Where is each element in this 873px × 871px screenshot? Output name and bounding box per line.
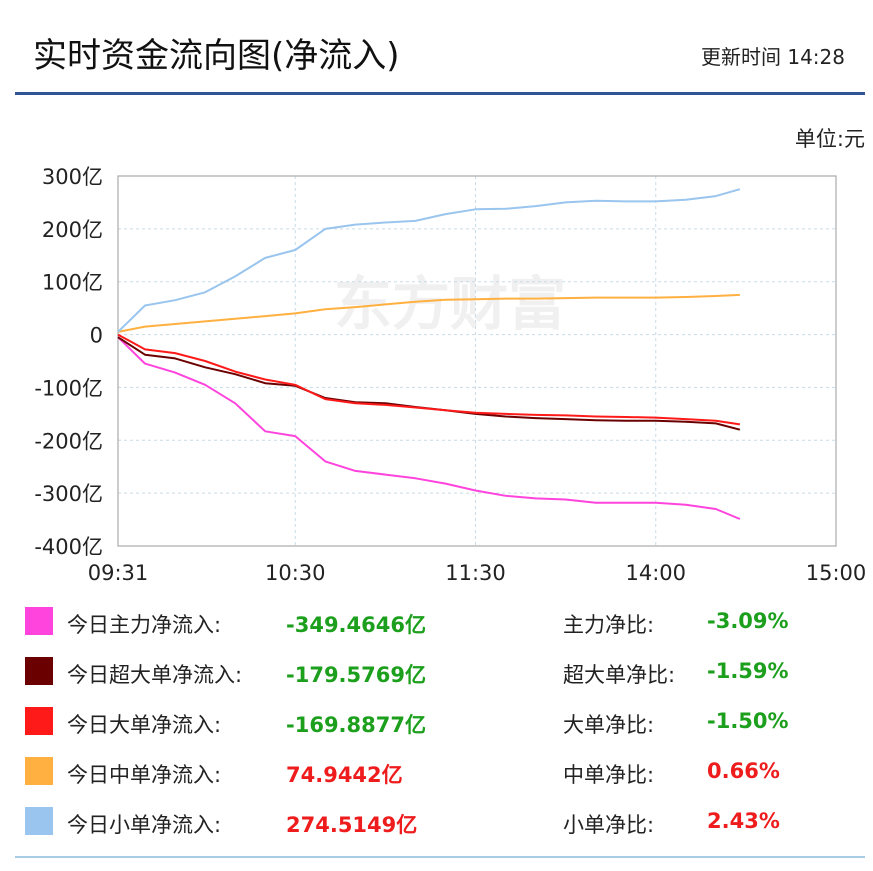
y-tick-label: 100亿 <box>42 271 103 295</box>
legend-value: -169.8877亿 <box>286 713 426 737</box>
ratio-label: 小单净比: <box>563 813 655 837</box>
y-tick-label: 0 <box>90 324 103 348</box>
x-tick-label: 14:00 <box>625 561 686 585</box>
y-tick-label: -200亿 <box>34 429 103 453</box>
y-tick-label: -300亿 <box>34 482 103 506</box>
series-line-主力 <box>117 336 741 520</box>
legend-swatch <box>25 657 53 685</box>
ratio-label: 超大单净比: <box>563 663 676 687</box>
ratio-label: 中单净比: <box>563 763 655 787</box>
ratio-label: 大单净比: <box>563 713 655 737</box>
watermark: 东方财富 <box>334 270 566 338</box>
fund-flow-chart: 东方财富 300亿 200亿 100亿 0 -100亿 -200亿 -300亿 -400亿 0… <box>34 165 867 585</box>
y-tick-label: -400亿 <box>34 535 103 559</box>
legend-value: 74.9442亿 <box>286 763 403 787</box>
y-tick-label: 200亿 <box>42 218 103 242</box>
legend-row-large: 今日大单净流入: -169.8877亿 大单净比: -1.50% <box>0 704 873 754</box>
series-line-中单 <box>117 293 740 333</box>
x-axis: 09:31 10:30 11:30 14:00 15:00 <box>88 561 867 585</box>
unit-label: 单位:元 <box>794 127 865 151</box>
chart-grid <box>118 175 836 547</box>
x-tick-label: 15:00 <box>806 561 867 585</box>
ratio-value: 0.66% <box>707 759 780 783</box>
legend-value: -179.5769亿 <box>286 663 426 687</box>
ratio-value: -1.59% <box>707 659 789 683</box>
legend-swatch <box>25 757 53 785</box>
update-label: 更新时间 <box>701 45 781 69</box>
legend-row-small: 今日小单净流入: 274.5149亿 小单净比: 2.43% <box>0 804 873 854</box>
chart-title: 实时资金流向图(净流入) <box>33 36 400 76</box>
x-tick-label: 11:30 <box>445 561 506 585</box>
legend-label: 今日主力净流入: <box>67 613 222 637</box>
ratio-value: 2.43% <box>707 809 780 833</box>
legend-value: -349.4646亿 <box>286 613 426 637</box>
update-value: 14:28 <box>787 45 845 69</box>
ratio-value: -1.50% <box>707 709 789 733</box>
series-line-小单 <box>117 188 741 333</box>
series-lines <box>117 188 741 520</box>
legend-value: 274.5149亿 <box>286 813 418 837</box>
legend-swatch <box>25 607 53 635</box>
legend-swatch <box>25 707 53 735</box>
series-line-超大单 <box>117 336 741 431</box>
legend-row-super-large: 今日超大单净流入: -179.5769亿 超大单净比: -1.59% <box>0 654 873 704</box>
ratio-value: -3.09% <box>707 609 789 633</box>
legend-row-main: 今日主力净流入: -349.4646亿 主力净比: -3.09% <box>0 604 873 654</box>
x-tick-label: 10:30 <box>265 561 326 585</box>
y-axis: 300亿 200亿 100亿 0 -100亿 -200亿 -300亿 -400亿 <box>34 165 103 559</box>
legend-label: 今日超大单净流入: <box>67 663 243 687</box>
legend-label: 今日小单净流入: <box>67 813 222 837</box>
x-tick-label: 09:31 <box>88 561 149 585</box>
update-time: 更新时间 14:28 <box>701 41 845 70</box>
legend-swatch <box>25 807 53 835</box>
legend-label: 今日大单净流入: <box>67 713 222 737</box>
y-tick-label: 300亿 <box>42 165 103 189</box>
footer-divider <box>15 856 865 858</box>
y-tick-label: -100亿 <box>34 376 103 400</box>
series-line-大单 <box>117 333 741 426</box>
plot-frame <box>117 175 837 547</box>
header-divider <box>15 92 865 95</box>
legend-row-medium: 今日中单净流入: 74.9442亿 中单净比: 0.66% <box>0 754 873 804</box>
ratio-label: 主力净比: <box>563 613 655 637</box>
legend-label: 今日中单净流入: <box>67 763 222 787</box>
